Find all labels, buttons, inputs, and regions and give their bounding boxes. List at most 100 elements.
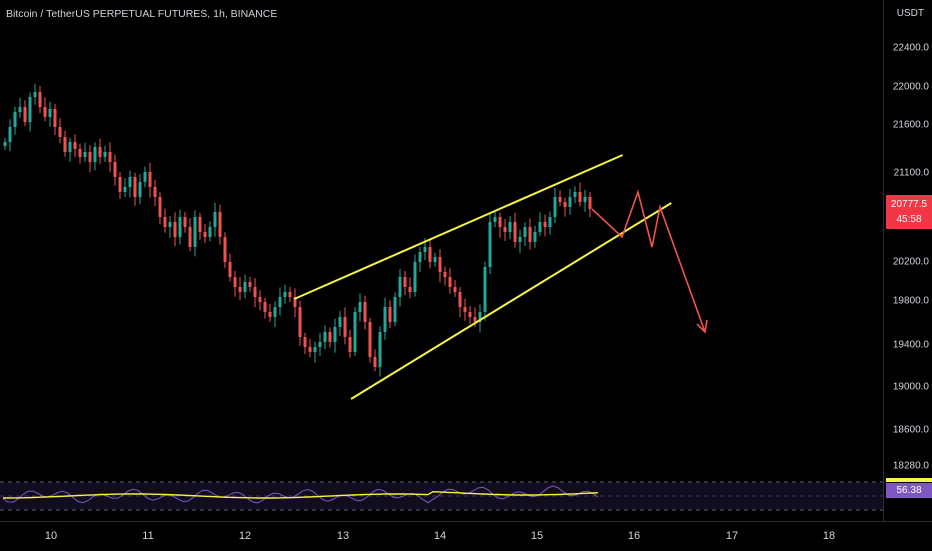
candle-body bbox=[358, 302, 362, 312]
bar-countdown: 45:58 bbox=[896, 214, 922, 225]
candle-body bbox=[258, 297, 262, 302]
candle-body bbox=[493, 217, 497, 222]
price-tick: 19000.0 bbox=[892, 381, 929, 393]
candle-body bbox=[133, 177, 137, 197]
candle-body bbox=[173, 222, 177, 237]
price-tick: 21100.0 bbox=[893, 167, 929, 179]
rsi-ma-marker bbox=[886, 478, 932, 482]
candle-body bbox=[253, 287, 257, 297]
candle-body bbox=[518, 237, 522, 242]
candle-body bbox=[508, 222, 512, 232]
candle-body bbox=[113, 162, 117, 177]
candle-body bbox=[168, 222, 172, 227]
price-tick: 20200.0 bbox=[892, 256, 929, 268]
candle-body bbox=[513, 222, 517, 242]
price-tick: 18280.0 bbox=[892, 460, 929, 472]
candle-body bbox=[268, 312, 272, 317]
price-tick: 22400.0 bbox=[892, 42, 929, 54]
candle-body bbox=[248, 282, 252, 287]
price-tick: 22000.0 bbox=[892, 81, 929, 93]
candle-body bbox=[273, 307, 277, 317]
candle-body bbox=[73, 142, 77, 149]
candle-body bbox=[48, 109, 52, 117]
candle-body bbox=[23, 107, 27, 122]
candle-body bbox=[393, 297, 397, 322]
candle-body bbox=[238, 287, 242, 292]
time-axis[interactable]: 10 11 12 13 14 15 16 17 18 bbox=[0, 521, 932, 551]
candle-body bbox=[558, 197, 562, 202]
candle-body bbox=[573, 192, 577, 197]
candle-body bbox=[313, 347, 317, 352]
candle-body bbox=[563, 202, 567, 207]
candle-body bbox=[298, 307, 302, 337]
candle-body bbox=[528, 227, 532, 242]
candle-body bbox=[433, 257, 437, 262]
candle-body bbox=[198, 217, 202, 232]
last-price: 20777.5 bbox=[890, 199, 928, 210]
candle-body bbox=[148, 172, 152, 187]
candle-body bbox=[163, 217, 167, 227]
candle-body bbox=[338, 317, 342, 327]
candle-body bbox=[223, 237, 227, 262]
candle-body bbox=[38, 92, 42, 107]
candle-body bbox=[458, 292, 462, 307]
rsi-pane bbox=[0, 481, 883, 511]
candle-body bbox=[408, 287, 412, 292]
candle-body bbox=[233, 277, 237, 287]
candle-body bbox=[128, 177, 132, 187]
candle-body bbox=[228, 262, 232, 277]
projection-path bbox=[591, 189, 706, 333]
candle-body bbox=[208, 227, 212, 237]
candle-body bbox=[378, 332, 382, 367]
candle-body bbox=[78, 149, 82, 157]
candle-body bbox=[353, 312, 357, 352]
candle-body bbox=[178, 217, 182, 237]
price-chart[interactable] bbox=[0, 0, 883, 521]
candle-body bbox=[588, 197, 592, 209]
candle-body bbox=[88, 152, 92, 162]
candle-body bbox=[293, 297, 297, 307]
candle-body bbox=[578, 192, 582, 202]
date-tick: 13 bbox=[336, 530, 350, 542]
candle-body bbox=[328, 332, 332, 342]
candle-body bbox=[58, 127, 62, 137]
candle-body bbox=[443, 272, 447, 277]
candle-body bbox=[153, 187, 157, 197]
candle-body bbox=[18, 107, 22, 112]
candle-body bbox=[498, 217, 502, 227]
candle-body bbox=[103, 152, 107, 157]
currency-label: USDT bbox=[896, 8, 924, 19]
rsi-ma-line bbox=[3, 490, 599, 499]
candle-body bbox=[263, 302, 267, 312]
candle-body bbox=[288, 292, 292, 297]
date-tick: 16 bbox=[627, 530, 641, 542]
candle-body bbox=[93, 147, 97, 162]
candle-body bbox=[543, 222, 547, 227]
date-tick: 17 bbox=[725, 530, 739, 542]
candle-body bbox=[403, 277, 407, 287]
candle-body bbox=[468, 312, 472, 317]
candle-body bbox=[538, 222, 542, 232]
last-price-badge: 20777.5 45:58 bbox=[886, 195, 932, 229]
candle-body bbox=[463, 307, 467, 312]
candle-body bbox=[143, 172, 147, 182]
symbol-title[interactable]: Bitcoin / TetherUS PERPETUAL FUTURES, 1h… bbox=[6, 8, 278, 20]
price-axis[interactable]: USDT 22400.0 22000.0 21600.0 21100.0 202… bbox=[883, 0, 932, 521]
candle-body bbox=[363, 302, 367, 322]
candle-body bbox=[43, 107, 47, 117]
date-tick: 10 bbox=[44, 530, 58, 542]
date-tick: 14 bbox=[433, 530, 447, 542]
candle-body bbox=[283, 292, 287, 297]
candle-body bbox=[413, 262, 417, 292]
projection-arrowhead bbox=[696, 319, 708, 334]
candles bbox=[3, 83, 592, 377]
candle-body bbox=[183, 217, 187, 227]
candle-body bbox=[568, 197, 572, 207]
date-tick: 11 bbox=[142, 530, 154, 542]
candle-body bbox=[333, 327, 337, 342]
date-tick: 12 bbox=[238, 530, 252, 542]
candle-body bbox=[488, 222, 492, 267]
candle-body bbox=[28, 97, 32, 122]
candle-body bbox=[448, 277, 452, 287]
candle-body bbox=[318, 342, 322, 347]
